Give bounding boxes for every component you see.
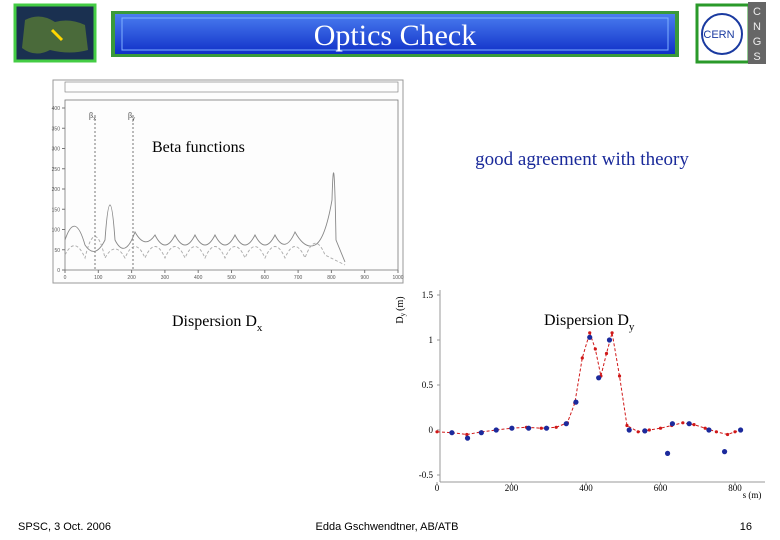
measured-point	[721, 449, 728, 455]
x-tick-label: 100	[94, 275, 103, 281]
dispersion-y-label: Dispersion Dy	[544, 312, 635, 333]
x-tick-label: 400	[579, 483, 593, 493]
theory-point	[725, 432, 730, 437]
measured-point	[493, 427, 499, 433]
y-tick-label: 100	[52, 228, 61, 234]
theory-point	[733, 430, 737, 434]
footer-center: Edda Gschwendtner, AB/ATB	[316, 521, 459, 533]
theory-point	[692, 423, 696, 427]
y-tick-label: -0.5	[419, 470, 434, 480]
x-tick-label: 600	[654, 483, 668, 493]
measured-point	[563, 421, 569, 427]
measured-point	[464, 435, 471, 441]
dy-plot: Dy(m) s (m) 0 200 400 600 800-0.500.511.5	[395, 290, 765, 500]
x-tick-label: 300	[161, 275, 170, 281]
theory-point	[703, 426, 707, 430]
theory-point	[593, 347, 597, 351]
theory-point	[714, 430, 718, 434]
measured-point	[626, 427, 632, 433]
x-tick-label: 400	[194, 275, 203, 281]
logo-letter: C	[753, 6, 761, 18]
y-tick-label: 250	[52, 167, 61, 173]
measured-point	[543, 425, 550, 431]
measured-point	[669, 421, 676, 427]
measured-point	[686, 421, 692, 427]
measured-point	[526, 425, 532, 431]
theory-point	[647, 428, 651, 432]
theory-point	[658, 426, 663, 430]
measured-point	[642, 428, 648, 434]
beta-marker: βy	[128, 111, 135, 122]
dy-ylabel: Dy(m)	[395, 296, 407, 323]
beta-plot: βx βy 0 100 200 300 400 500 600 700 800 900 1000 0 5…	[52, 79, 404, 284]
cern-text: CERN	[703, 29, 734, 41]
dispersion-x-label: Dispersion Dx	[172, 313, 263, 334]
y-tick-label: 0	[57, 268, 60, 274]
measured-point	[587, 334, 593, 340]
measured-point	[737, 427, 744, 433]
title: Optics Check	[314, 19, 476, 52]
theory-point	[539, 426, 543, 430]
theory-point	[554, 425, 558, 429]
logo-letter: G	[753, 36, 762, 48]
agreement-label: good agreement with theory	[475, 149, 689, 170]
y-tick-label: 400	[52, 106, 61, 112]
x-tick-label: 600	[261, 275, 270, 281]
beta-marker: βx	[89, 111, 96, 122]
theory-point	[604, 351, 609, 356]
x-tick-label: 500	[227, 275, 236, 281]
measured-point	[596, 375, 602, 381]
theory-point	[465, 432, 469, 437]
x-tick-label: 200	[505, 483, 519, 493]
x-tick-label: 200	[127, 275, 136, 281]
dy-xlabel: s (m)	[743, 490, 762, 500]
y-tick-label: 0.5	[422, 380, 434, 390]
map-logo	[13, 3, 97, 63]
y-tick-label: 1	[429, 335, 434, 345]
measured-point	[573, 399, 579, 405]
theory-point	[435, 430, 439, 434]
y-tick-label: 1.5	[422, 290, 434, 300]
theory-point	[580, 356, 584, 360]
y-tick-label: 50	[54, 248, 60, 254]
measured-point	[509, 425, 515, 431]
measured-point	[449, 430, 455, 436]
logo-letter: S	[753, 51, 760, 63]
theory-point	[681, 421, 685, 425]
theory-point	[588, 331, 592, 335]
measured-point	[706, 427, 712, 433]
x-tick-label: 700	[294, 275, 303, 281]
x-tick-label: 0	[64, 275, 67, 281]
theory-line	[436, 331, 741, 436]
measured-point	[478, 430, 484, 436]
footer-left: SPSC, 3 Oct. 2006	[18, 521, 111, 533]
theory-point	[610, 331, 614, 335]
y-tick-label: 350	[52, 126, 61, 132]
theory-point	[636, 430, 640, 434]
x-tick-label: 800	[327, 275, 336, 281]
x-tick-label: 900	[361, 275, 370, 281]
measured-point	[664, 450, 671, 456]
x-tick-label: 0	[435, 483, 440, 493]
theory-point	[617, 374, 622, 378]
logo-letter: N	[753, 21, 761, 33]
x-tick-label: 800	[728, 483, 742, 493]
page-number: 16	[740, 521, 752, 533]
y-tick-label: 300	[52, 147, 61, 153]
cern-logo: CERN C N G S	[695, 2, 766, 64]
x-tick-label: 1000	[392, 275, 403, 281]
y-tick-label: 200	[52, 187, 61, 193]
theory-point	[625, 423, 629, 428]
header: Optics Check	[111, 11, 679, 57]
measured-point	[606, 337, 613, 343]
y-tick-label: 0	[429, 425, 434, 435]
y-tick-label: 150	[52, 207, 61, 213]
beta-label: Beta functions	[152, 139, 245, 156]
